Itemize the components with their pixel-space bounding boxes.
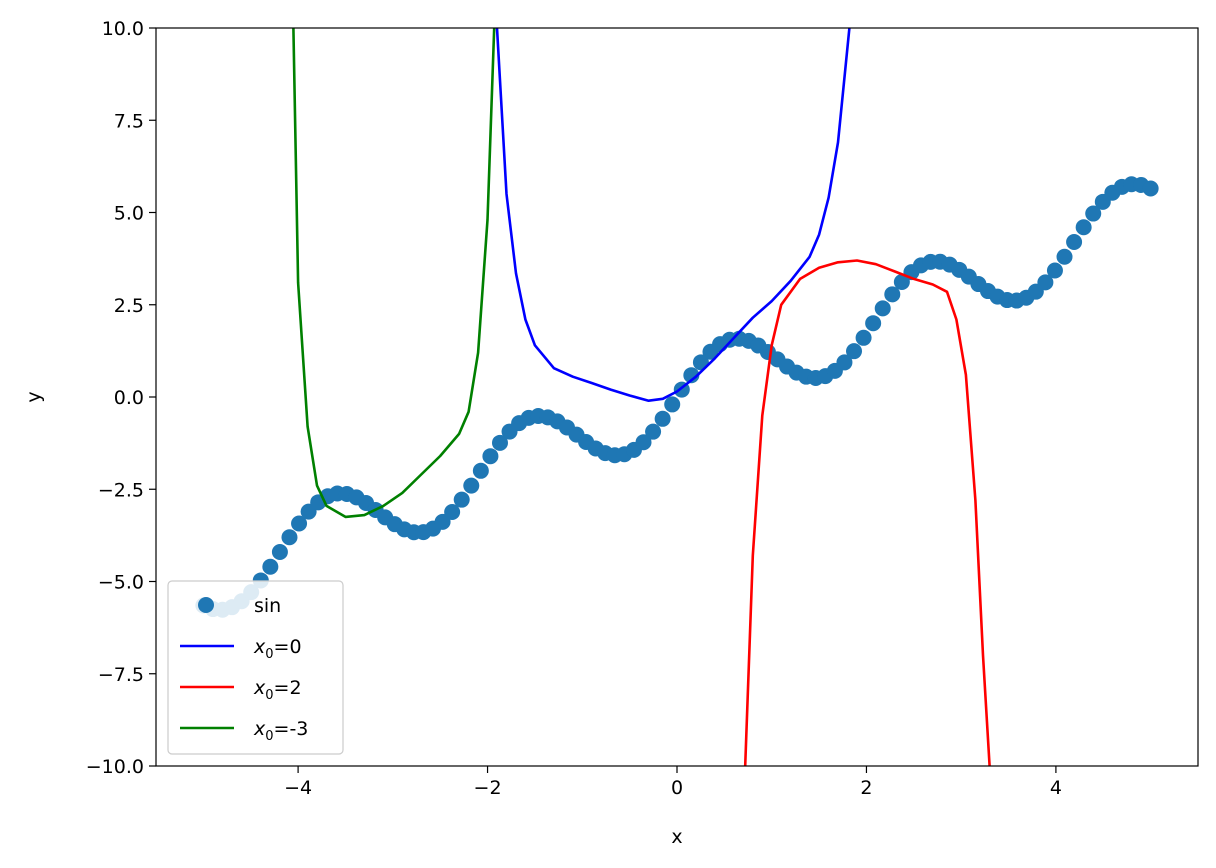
sin-point [434, 513, 451, 530]
sin-point [463, 477, 480, 494]
x-axis-label: x [671, 826, 682, 848]
legend-label-base: x [253, 677, 266, 699]
y-axis-label: y [23, 391, 45, 402]
y-tick-label: 7.5 [114, 110, 144, 132]
legend-label-value: =2 [274, 677, 302, 699]
sin-point [664, 396, 681, 413]
sin-point [846, 343, 863, 360]
legend-label-subscript: 0 [265, 688, 273, 703]
x-tick-label: −2 [474, 777, 502, 799]
legend-label-1: x0=0 [253, 636, 302, 662]
series-line-x0-0 [495, 28, 851, 402]
sin-point [654, 410, 671, 427]
x-tick-label: −4 [284, 777, 312, 799]
sin-point [291, 515, 308, 532]
sin-point [855, 329, 872, 346]
legend-label-subscript: 0 [265, 729, 273, 744]
sin-point [836, 354, 853, 371]
sin-point [453, 491, 470, 508]
sin-point [1066, 233, 1083, 250]
legend-marker-sin [198, 597, 214, 613]
sin-point [874, 300, 891, 317]
sin-point [491, 434, 508, 451]
legend-label-3: x0=-3 [253, 718, 308, 744]
sin-point [683, 367, 700, 384]
legend-box [167, 580, 344, 755]
x-tick-label: 4 [1050, 777, 1062, 799]
y-tick-label: 0.0 [114, 387, 144, 409]
sin-point [1142, 180, 1159, 197]
legend-label-base: x [253, 718, 266, 740]
legend-label-value: =0 [274, 636, 302, 658]
y-tick-label: 2.5 [114, 295, 144, 317]
y-tick-label: 5.0 [114, 203, 144, 225]
sin-point [444, 504, 461, 521]
y-tick-label: −7.5 [98, 664, 144, 686]
sin-point [1056, 248, 1073, 265]
sin-point [271, 544, 288, 561]
sin-point [635, 434, 652, 451]
legend-label-2: x0=2 [253, 677, 302, 703]
sin-point [645, 423, 662, 440]
series-line-x0-2 [743, 259, 991, 766]
sin-point [472, 462, 489, 479]
legend-label-value: =-3 [274, 718, 309, 740]
y-tick-label: −2.5 [98, 479, 144, 501]
sin-point [893, 273, 910, 290]
legend-label-base: x [253, 636, 266, 658]
sin-point [1075, 219, 1092, 236]
x-tick-label: 0 [671, 777, 683, 799]
series-line-x0--3 [292, 28, 496, 519]
sin-point [884, 286, 901, 303]
sin-point [1037, 274, 1054, 291]
sin-point [865, 315, 882, 332]
sin-point [262, 558, 279, 575]
sin-point [1046, 262, 1063, 279]
legend-label-subscript: 0 [265, 647, 273, 662]
y-tick-label: 10.0 [102, 18, 144, 40]
y-tick-label: −10.0 [86, 756, 144, 778]
sin-point [482, 448, 499, 465]
sin-point [281, 529, 298, 546]
y-tick-label: −5.0 [98, 572, 144, 594]
sin-point [1085, 205, 1102, 222]
x-tick-label: 2 [860, 777, 872, 799]
legend-label-sin: sin [254, 595, 281, 617]
ticks-layer: −4 −2 0 2 4 −10.0 −7.5 −5.0 −2.5 0.0 2.5 5.0 7.5 10.0 [86, 18, 1062, 799]
